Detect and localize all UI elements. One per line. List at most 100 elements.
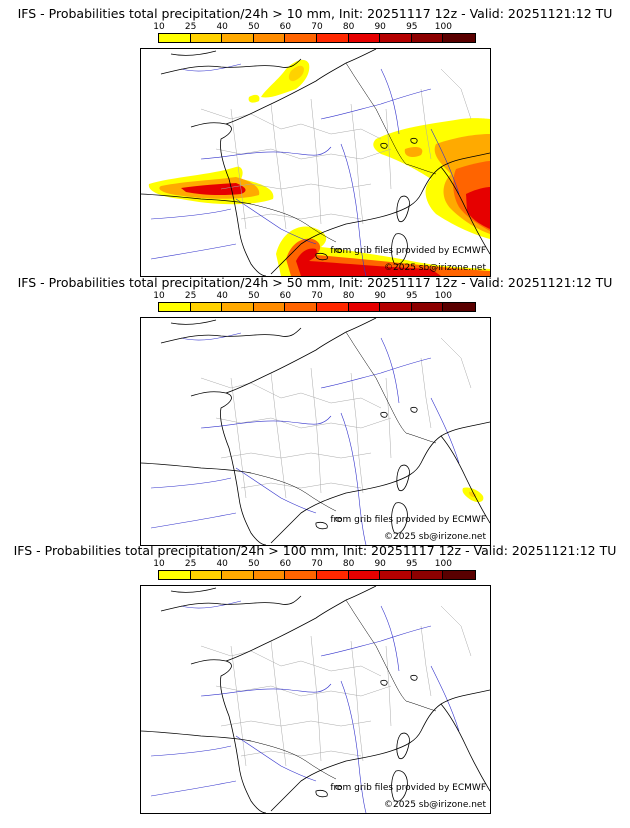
scale-color-segment: [380, 303, 412, 311]
scale-color-segment: [411, 571, 444, 579]
scale-tick-label: 80: [342, 22, 355, 32]
probability-color-scale: 10 25 40 50 60 70 80 90 95 100: [153, 559, 476, 581]
scale-tick-label: 70: [311, 559, 323, 569]
admin-boundaries: [200, 605, 472, 767]
scale-color-segment: [285, 34, 317, 42]
coastline: [141, 49, 490, 276]
scale-tick-label: 70: [311, 22, 323, 32]
scale-color-segment: [159, 303, 191, 311]
scale-tick-label: 60: [279, 22, 292, 32]
scale-color-segment: [159, 34, 191, 42]
precip-area: [469, 491, 477, 498]
probability-color-scale: 10 25 40 50 60 70 80 90 95 100: [153, 291, 476, 313]
precipitation-map: from grib files provided by ECMWF ©2025 …: [140, 48, 491, 277]
scale-color-segment: [222, 303, 254, 311]
scale-color-segment: [190, 303, 223, 311]
scale-tick-label: 25: [184, 22, 197, 32]
scale-tick-label: 50: [248, 291, 260, 301]
scale-color-segment: [411, 303, 444, 311]
scale-tick-label: 90: [374, 559, 386, 569]
scale-tick-label: 100: [434, 291, 452, 301]
scale-color-segment: [222, 571, 254, 579]
scale-tick-label: 25: [184, 291, 197, 301]
data-source-credit: from grib files provided by ECMWF: [330, 246, 486, 256]
country-borders: [250, 599, 437, 780]
panel-title: IFS - Probabilities total precipitation/…: [17, 6, 613, 21]
scale-tick-label: 80: [342, 291, 355, 301]
scale-bar: [158, 570, 476, 580]
scale-tick-label: 40: [216, 22, 228, 32]
scale-color-segment: [253, 34, 286, 42]
scale-tick-label: 90: [374, 291, 386, 301]
scale-color-segment: [159, 571, 191, 579]
precip-area: [181, 183, 246, 196]
country-borders: [250, 331, 437, 512]
scale-color-segment: [285, 571, 317, 579]
map-canvas: [141, 49, 490, 276]
copyright-credit: ©2025 sb@irizone.net: [384, 263, 486, 273]
scale-tick-label: 95: [406, 22, 418, 32]
scale-color-segment: [222, 34, 254, 42]
scale-color-segment: [253, 303, 286, 311]
copyright-credit: ©2025 sb@irizone.net: [384, 800, 486, 810]
panel-title: IFS - Probabilities total precipitation/…: [13, 543, 617, 558]
data-source-credit: from grib files provided by ECMWF: [330, 783, 486, 793]
scale-color-segment: [380, 571, 412, 579]
panel-title: IFS - Probabilities total precipitation/…: [17, 275, 613, 290]
scale-bar: [158, 33, 476, 43]
copyright-credit: ©2025 sb@irizone.net: [384, 532, 486, 542]
scale-tick-labels: 10 25 40 50 60 70 80 90 95 100: [153, 22, 476, 33]
map-canvas: [141, 586, 490, 813]
scale-color-segment: [253, 571, 286, 579]
scale-bar: [158, 302, 476, 312]
scale-color-segment: [380, 34, 412, 42]
scale-color-segment: [316, 303, 349, 311]
admin-boundaries: [200, 337, 472, 499]
scale-tick-labels: 10 25 40 50 60 70 80 90 95 100: [153, 559, 476, 570]
scale-color-segment: [190, 34, 223, 42]
precip-probability-areas: [462, 487, 484, 503]
data-source-credit: from grib files provided by ECMWF: [330, 515, 486, 525]
scale-tick-label: 95: [406, 559, 418, 569]
admin-boundaries: [200, 68, 472, 230]
scale-color-segment: [316, 34, 349, 42]
scale-color-segment: [443, 303, 475, 311]
scale-color-segment: [190, 571, 223, 579]
scale-tick-label: 40: [216, 559, 228, 569]
precipitation-map: from grib files provided by ECMWF ©2025 …: [140, 317, 491, 546]
scale-color-segment: [443, 571, 475, 579]
scale-tick-label: 90: [374, 22, 386, 32]
map-panel-10mm: IFS - Probabilities total precipitation/…: [0, 6, 630, 277]
scale-color-segment: [348, 571, 381, 579]
scale-tick-label: 60: [279, 291, 292, 301]
scale-color-segment: [285, 303, 317, 311]
precipitation-map: from grib files provided by ECMWF ©2025 …: [140, 585, 491, 814]
probability-color-scale: 10 25 40 50 60 70 80 90 95 100: [153, 22, 476, 44]
map-panel-100mm: IFS - Probabilities total precipitation/…: [0, 543, 630, 814]
scale-color-segment: [316, 571, 349, 579]
coastline: [141, 318, 490, 545]
scale-color-segment: [443, 34, 475, 42]
precip-area: [404, 147, 423, 157]
rivers: [150, 63, 460, 276]
scale-tick-label: 40: [216, 291, 228, 301]
scale-tick-label: 25: [184, 559, 197, 569]
scale-tick-labels: 10 25 40 50 60 70 80 90 95 100: [153, 291, 476, 302]
scale-color-segment: [411, 34, 444, 42]
precip-area: [466, 187, 490, 229]
scale-tick-label: 50: [248, 22, 260, 32]
scale-tick-label: 10: [153, 559, 165, 569]
precip-area: [248, 94, 260, 103]
rivers: [150, 332, 460, 545]
scale-tick-label: 50: [248, 559, 260, 569]
scale-tick-label: 100: [434, 22, 452, 32]
precip-area: [288, 65, 304, 82]
rivers: [150, 600, 460, 813]
map-panel-50mm: IFS - Probabilities total precipitation/…: [0, 275, 630, 546]
scale-tick-label: 100: [434, 559, 452, 569]
scale-color-segment: [348, 34, 381, 42]
scale-tick-label: 10: [153, 291, 165, 301]
scale-tick-label: 80: [342, 559, 355, 569]
scale-tick-label: 70: [311, 291, 323, 301]
scale-tick-label: 10: [153, 22, 165, 32]
